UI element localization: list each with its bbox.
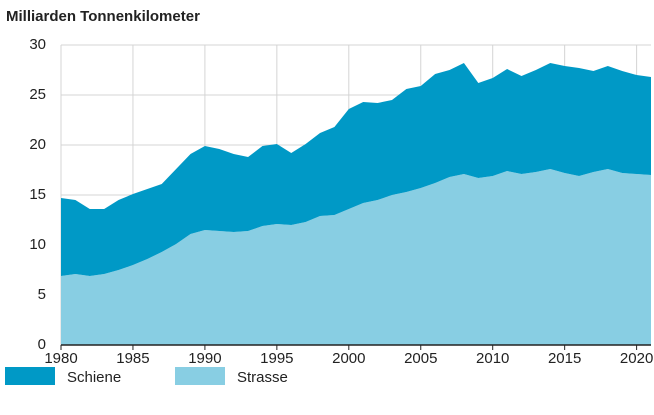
y-tick-label: 30 <box>29 36 46 53</box>
x-tick-label: 1995 <box>260 350 293 367</box>
x-tick-label: 2010 <box>476 350 509 367</box>
y-tick-label: 5 <box>38 286 46 303</box>
chart-title: Milliarden Tonnenkilometer <box>6 8 200 25</box>
area <box>61 63 651 276</box>
y-tick-label: 25 <box>29 86 46 103</box>
x-tick-label: 1990 <box>188 350 221 367</box>
y-tick-label: 0 <box>38 336 46 353</box>
x-tick-label: 2020 <box>620 350 653 367</box>
legend-swatch <box>175 367 225 385</box>
legend-label: Schiene <box>67 369 121 386</box>
legend-swatch <box>5 367 55 385</box>
y-tick-label: 20 <box>29 136 46 153</box>
x-tick-label: 1985 <box>116 350 149 367</box>
x-tick-label: 2000 <box>332 350 365 367</box>
legend-label: Strasse <box>237 369 288 386</box>
x-tick-label: 2015 <box>548 350 581 367</box>
x-tick-label: 1980 <box>44 350 77 367</box>
y-tick-label: 10 <box>29 236 46 253</box>
x-tick-label: 2005 <box>404 350 437 367</box>
area <box>61 169 651 345</box>
y-tick-label: 15 <box>29 186 46 203</box>
